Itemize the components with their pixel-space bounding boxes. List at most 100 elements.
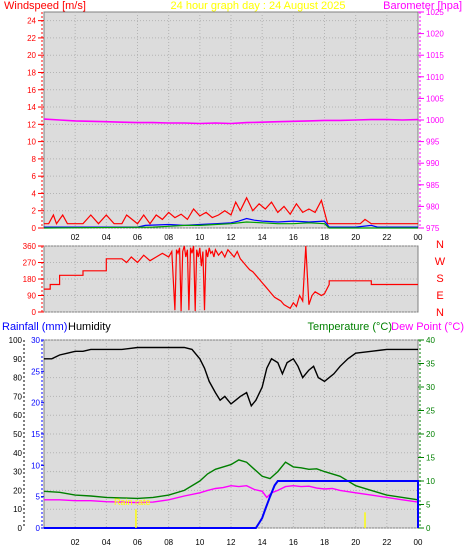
wind-x-tick-label: 06 xyxy=(133,233,142,242)
gust-line xyxy=(44,196,418,225)
barometer-tick-label: 975 xyxy=(426,224,440,233)
barometer-line xyxy=(43,118,419,125)
barometer-title: Barometer [hpa] xyxy=(383,0,462,12)
humidity-tick-label: 40 xyxy=(13,449,22,458)
windspeed-tick-label: 16 xyxy=(27,86,36,95)
temp-x-tick-label: 06 xyxy=(133,538,142,547)
temp-x-tick-label: 14 xyxy=(258,538,267,547)
temperature-tick-label: 10 xyxy=(426,477,435,486)
temp-x-tick-label: 22 xyxy=(382,538,391,547)
windspeed-tick-label: 20 xyxy=(27,51,36,60)
barometer-tick-label: 1005 xyxy=(426,94,444,103)
wind-x-tick-label: 10 xyxy=(195,233,204,242)
temperature-tick-label: 0 xyxy=(426,524,431,533)
rainfall-tick-label: 5 xyxy=(36,493,41,502)
temp-x-tick-label: 04 xyxy=(102,538,111,547)
direction-tick-label: 360 xyxy=(23,242,37,251)
temp-x-tick-label: 00 xyxy=(414,538,423,547)
temp-x-tick-label: 16 xyxy=(289,538,298,547)
rainfall-title: Rainfall (mm) xyxy=(2,321,67,333)
wind-x-tick-label: 08 xyxy=(164,233,173,242)
direction-panel-grid xyxy=(44,245,418,313)
rainfall-tick-label: 15 xyxy=(31,430,40,439)
temperature-panel-series xyxy=(43,346,419,529)
temperature-tick-label: 25 xyxy=(426,407,435,416)
temp-x-tick-label: 10 xyxy=(195,538,204,547)
wind-x-tick-label: 22 xyxy=(382,233,391,242)
windspeed-tick-label: 12 xyxy=(27,120,36,129)
humidity-tick-label: 0 xyxy=(18,524,23,533)
windspeed-tick-label: 18 xyxy=(27,68,36,77)
barometer-tick-label: 980 xyxy=(426,202,440,211)
rainfall-tick-label: 0 xyxy=(36,524,41,533)
humidity-line xyxy=(44,346,418,408)
windspeed-tick-label: 14 xyxy=(27,103,36,112)
windspeed-tick-label: 4 xyxy=(32,189,37,198)
humidity-title: Humidity xyxy=(68,321,111,333)
barometer-tick-label: 1020 xyxy=(426,30,444,39)
wind-x-tick-label: 16 xyxy=(289,233,298,242)
humidity-tick-label: 30 xyxy=(13,468,22,477)
wind-x-tick-label: 18 xyxy=(320,233,329,242)
rainfall-tick-label: 25 xyxy=(31,367,40,376)
temperature-tick-label: 35 xyxy=(426,360,435,369)
temperature-tick-label: 40 xyxy=(426,336,435,345)
windspeed-tick-label: 24 xyxy=(27,17,36,26)
barometer-tick-label: 1000 xyxy=(426,116,444,125)
wind-x-tick-label: 04 xyxy=(102,233,111,242)
wind-x-tick-label: 00 xyxy=(414,233,423,242)
barometer-tick-label: 995 xyxy=(426,138,440,147)
compass-label: W xyxy=(435,256,446,268)
direction-panel-left-axis: 0 90 180 270 360 xyxy=(23,242,44,317)
dewpoint-title: Dew Point (°C) xyxy=(391,321,464,333)
dewpoint-line xyxy=(44,484,419,504)
temperature-tick-label: 30 xyxy=(426,383,435,392)
direction-tick-label: 180 xyxy=(23,275,37,284)
humidity-tick-label: 90 xyxy=(13,355,22,364)
rain-rate-label: Rain rate xyxy=(114,497,151,507)
temperature-tick-label: 15 xyxy=(426,454,435,463)
humidity-tick-label: 100 xyxy=(9,336,23,345)
barometer-tick-label: 990 xyxy=(426,159,440,168)
windspeed-tick-label: 2 xyxy=(32,207,37,216)
wind-panel-series xyxy=(43,118,419,229)
humidity-tick-label: 10 xyxy=(13,505,22,514)
temperature-line xyxy=(43,459,419,501)
humidity-tick-label: 50 xyxy=(13,430,22,439)
temp-x-tick-label: 18 xyxy=(320,538,329,547)
temperature-tick-label: 20 xyxy=(426,430,435,439)
wind-panel-x-axis: 02 04 06 08 10 12 14 16 18 20 22 00 xyxy=(71,233,423,242)
wind-panel-right-axis: 975 980 985 990 995 1000 1005 1010 1015 1020 1025 xyxy=(418,8,444,233)
temp-x-tick-label: 12 xyxy=(227,538,236,547)
temp-x-tick-label: 08 xyxy=(164,538,173,547)
direction-panel-series xyxy=(44,245,418,312)
wind_avg-line xyxy=(44,217,418,228)
humidity-tick-label: 60 xyxy=(13,411,22,420)
temp-x-tick-label: 02 xyxy=(71,538,80,547)
wind-x-tick-label: 02 xyxy=(71,233,80,242)
wind-x-tick-label: 12 xyxy=(227,233,236,242)
barometer-tick-label: 985 xyxy=(426,181,440,190)
windspeed-tick-label: 0 xyxy=(32,224,37,233)
temperature-title: Temperature (°C) xyxy=(308,321,392,333)
rainfall-tick-label: 10 xyxy=(31,461,40,470)
rainfall-line xyxy=(44,480,419,529)
windspeed-tick-label: 22 xyxy=(27,34,36,43)
humidity-tick-label: 80 xyxy=(13,374,22,383)
temp-x-tick-label: 20 xyxy=(351,538,360,547)
rainfall-tick-label: 20 xyxy=(31,399,40,408)
windspeed-tick-label: 6 xyxy=(32,172,37,181)
humidity-axis: 0 10 20 30 40 50 60 70 80 90 100 xyxy=(9,336,25,533)
windspeed-tick-label: 10 xyxy=(27,138,36,147)
windspeed-tick-label: 8 xyxy=(32,155,37,164)
rainfall-axis: 0 5 10 15 20 25 30 xyxy=(31,336,44,533)
wind-x-tick-label: 20 xyxy=(351,233,360,242)
barometer-tick-label: 1025 xyxy=(426,8,444,17)
direction-tick-label: 90 xyxy=(27,292,36,301)
barometer-tick-label: 1010 xyxy=(426,73,444,82)
direction-tick-label: 270 xyxy=(23,259,37,268)
compass-label: N xyxy=(436,239,444,251)
